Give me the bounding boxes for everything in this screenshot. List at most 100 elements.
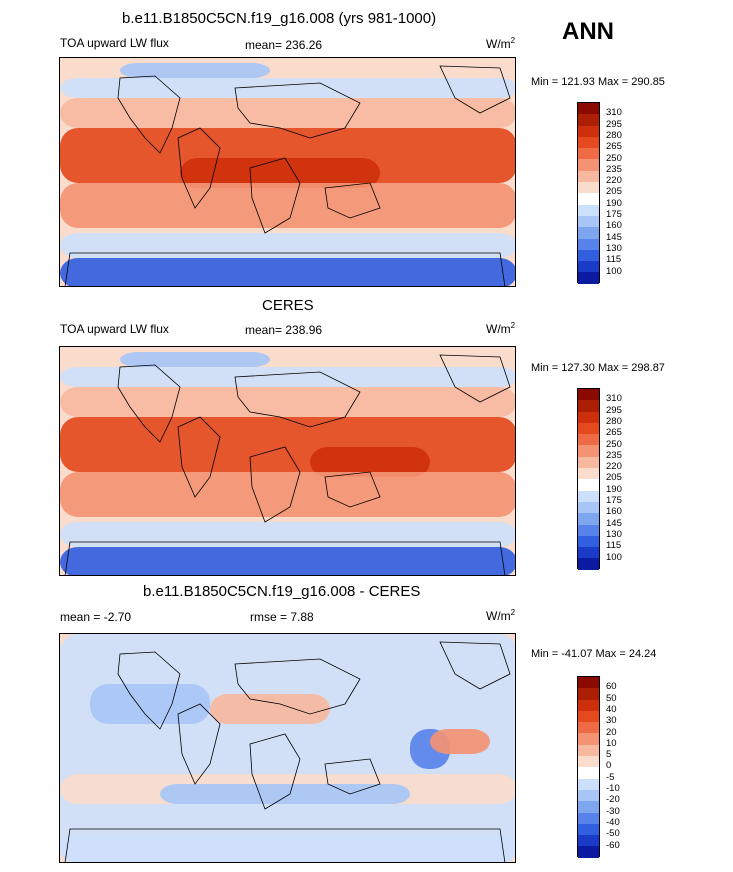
colorbar-tick-label: 130 — [606, 528, 622, 540]
colorbar-swatch — [578, 400, 599, 412]
panel3-mean-label: mean = -2.70 — [60, 610, 132, 624]
colorbar-tick-label: -5 — [606, 771, 615, 783]
panel2-units: W/m2 — [486, 321, 516, 336]
panel1-title: b.e11.B1850C5CN.f19_g16.008 (yrs 981-100… — [122, 10, 437, 27]
colorbar-swatch — [578, 699, 599, 711]
panel1-variable-label: TOA upward LW flux — [60, 36, 169, 50]
panel1-minmax: Min = 121.93 Max = 290.85 — [531, 76, 665, 88]
colorbar-swatch — [578, 215, 599, 228]
colorbar-tick-label: -50 — [606, 828, 620, 840]
panel3-title: b.e11.B1850C5CN.f19_g16.008 - CERES — [143, 583, 421, 600]
colorbar-swatch — [578, 249, 599, 262]
colorbar-swatch — [578, 767, 599, 779]
panel2-title: CERES — [262, 297, 314, 314]
colorbar-swatch — [578, 535, 599, 548]
colorbar-swatch — [578, 677, 599, 689]
panel3-minmax: Min = -41.07 Max = 24.24 — [531, 648, 657, 660]
colorbar-tick-label: 295 — [606, 118, 622, 130]
colorbar-swatch — [578, 688, 599, 700]
colorbar-swatch — [578, 558, 599, 570]
panel2-variable-label: TOA upward LW flux — [60, 322, 169, 336]
colorbar-tick-label: 205 — [606, 186, 622, 198]
panel2-mean-label: mean= 238.96 — [245, 323, 323, 337]
colorbar-swatch — [578, 756, 599, 768]
colorbar-swatch — [578, 733, 599, 745]
colorbar-tick-label: 20 — [606, 726, 617, 738]
colorbar-swatch — [578, 182, 599, 194]
colorbar-swatch — [578, 513, 599, 525]
colorbar-swatch — [578, 148, 599, 160]
colorbar-tick-label: 280 — [606, 415, 622, 427]
colorbar-swatch — [578, 204, 599, 216]
colorbar-swatch — [578, 434, 599, 446]
colorbar-tick-label: 145 — [606, 231, 622, 243]
colorbar-tick-label: 160 — [606, 506, 622, 518]
panel1-map — [59, 57, 516, 287]
colorbar-swatch — [578, 193, 599, 205]
panel3-map — [59, 633, 516, 863]
colorbar-tick-label: -10 — [606, 783, 620, 794]
colorbar-tick-label: 235 — [606, 163, 622, 175]
colorbar-swatch — [578, 778, 599, 790]
colorbar-swatch — [578, 823, 599, 836]
colorbar-swatch — [578, 170, 599, 183]
panel3-colorbar — [577, 676, 600, 858]
colorbar-swatch — [578, 801, 599, 813]
colorbar-swatch — [578, 456, 599, 469]
colorbar-tick-label: -40 — [606, 816, 620, 828]
colorbar-swatch — [578, 261, 599, 273]
colorbar-tick-label: 295 — [606, 404, 622, 416]
colorbar-tick-label: 145 — [606, 517, 622, 529]
colorbar-tick-label: 220 — [606, 175, 622, 187]
colorbar-tick-label: 30 — [606, 715, 617, 727]
colorbar-tick-label: 0 — [606, 760, 612, 772]
colorbar-swatch — [578, 710, 599, 723]
colorbar-swatch — [578, 272, 599, 284]
panel2-minmax: Min = 127.30 Max = 298.87 — [531, 362, 665, 374]
colorbar-tick-label: 50 — [606, 692, 617, 704]
panel2-colorbar — [577, 388, 600, 570]
season-label: ANN — [562, 18, 614, 45]
colorbar-tick-label: 205 — [606, 472, 622, 484]
colorbar-tick-label: 265 — [606, 427, 622, 439]
panel3-rmse-label: rmse = 7.88 — [250, 610, 314, 624]
panel1-colorbar — [577, 102, 600, 284]
panel2-map — [59, 346, 516, 576]
colorbar-swatch — [578, 389, 599, 401]
colorbar-tick-label: 130 — [606, 242, 622, 254]
colorbar-swatch — [578, 159, 599, 171]
colorbar-tick-label: 250 — [606, 438, 622, 450]
colorbar-swatch — [578, 114, 599, 126]
colorbar-tick-label: 40 — [606, 703, 617, 715]
colorbar-swatch — [578, 812, 599, 824]
colorbar-swatch — [578, 238, 599, 250]
colorbar-tick-label: 190 — [606, 197, 622, 209]
colorbar-swatch — [578, 524, 599, 536]
colorbar-tick-label: 160 — [606, 220, 622, 232]
colorbar-tick-label: 100 — [606, 265, 622, 277]
panel1-units: W/m2 — [486, 36, 516, 51]
colorbar-tick-label: 220 — [606, 461, 622, 473]
colorbar-tick-label: -60 — [606, 839, 620, 851]
colorbar-swatch — [578, 789, 599, 802]
colorbar-swatch — [578, 445, 599, 457]
colorbar-swatch — [578, 490, 599, 502]
colorbar-tick-label: 175 — [606, 209, 622, 220]
colorbar-swatch — [578, 835, 599, 847]
colorbar-tick-label: 190 — [606, 483, 622, 495]
colorbar-tick-label: 235 — [606, 449, 622, 461]
colorbar-swatch — [578, 125, 599, 137]
colorbar-tick-label: 250 — [606, 152, 622, 164]
colorbar-tick-label: 115 — [606, 254, 622, 266]
colorbar-swatch — [578, 422, 599, 435]
colorbar-swatch — [578, 501, 599, 514]
colorbar-swatch — [578, 468, 599, 480]
colorbar-tick-label: 265 — [606, 141, 622, 153]
panel1-mean-label: mean= 236.26 — [245, 38, 323, 52]
colorbar-swatch — [578, 846, 599, 858]
colorbar-tick-label: 310 — [606, 393, 622, 405]
colorbar-tick-label: 280 — [606, 129, 622, 141]
colorbar-swatch — [578, 227, 599, 239]
colorbar-swatch — [578, 744, 599, 757]
colorbar-tick-label: -20 — [606, 794, 620, 806]
